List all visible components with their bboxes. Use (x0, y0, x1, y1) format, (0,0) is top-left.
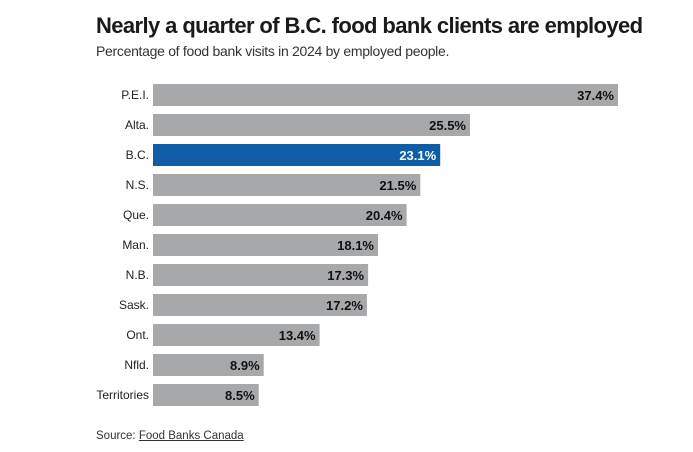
bar-n-s (153, 174, 421, 196)
value-label-n-b: 17.3% (327, 268, 364, 283)
value-label-nfld: 8.9% (230, 358, 260, 373)
bar-n-b (153, 264, 369, 286)
value-label-territories: 8.5% (225, 388, 255, 403)
value-label-n-s: 21.5% (379, 178, 416, 193)
chart-title: Nearly a quarter of B.C. food bank clien… (96, 13, 643, 38)
bar-sask (153, 294, 367, 316)
value-label-sask: 17.2% (326, 298, 363, 313)
bar-ont (153, 324, 320, 346)
value-label-ont: 13.4% (279, 328, 316, 343)
bar-p-e-i (153, 84, 618, 106)
chart-subtitle: Percentage of food bank visits in 2024 b… (96, 43, 450, 59)
source-prefix: Source: (96, 430, 139, 442)
value-label-b-c: 23.1% (399, 148, 436, 163)
category-label-sask: Sask. (119, 298, 149, 312)
category-label-b-c: B.C. (126, 148, 149, 162)
bar-que (153, 204, 407, 226)
value-label-que: 20.4% (366, 208, 403, 223)
category-label-p-e-i: P.E.I. (121, 88, 149, 102)
category-label-man: Man. (122, 238, 149, 252)
category-label-n-s: N.S. (126, 178, 149, 192)
category-label-n-b: N.B. (126, 268, 149, 282)
bar-chart: P.E.I. 37.4% Alta. 25.5% B.C. 23.1% N.S. 21.5% Q… (96, 84, 618, 406)
category-label-nfld: Nfld. (124, 358, 149, 372)
bar-territories (153, 384, 259, 406)
category-label-alta: Alta. (125, 118, 149, 132)
value-label-p-e-i: 37.4% (577, 88, 614, 103)
bar-alta (153, 114, 470, 136)
source-link[interactable]: Food Banks Canada (138, 430, 244, 442)
bar-nfld (153, 354, 264, 376)
bar-b-c (153, 144, 441, 166)
value-label-alta: 25.5% (429, 118, 466, 133)
source-note: Source: Food Banks Canada (96, 430, 244, 442)
category-label-que: Que. (123, 208, 149, 222)
category-label-ont: Ont. (126, 328, 149, 342)
value-label-man: 18.1% (337, 238, 374, 253)
category-label-territories: Territories (96, 388, 149, 402)
bar-man (153, 234, 378, 256)
